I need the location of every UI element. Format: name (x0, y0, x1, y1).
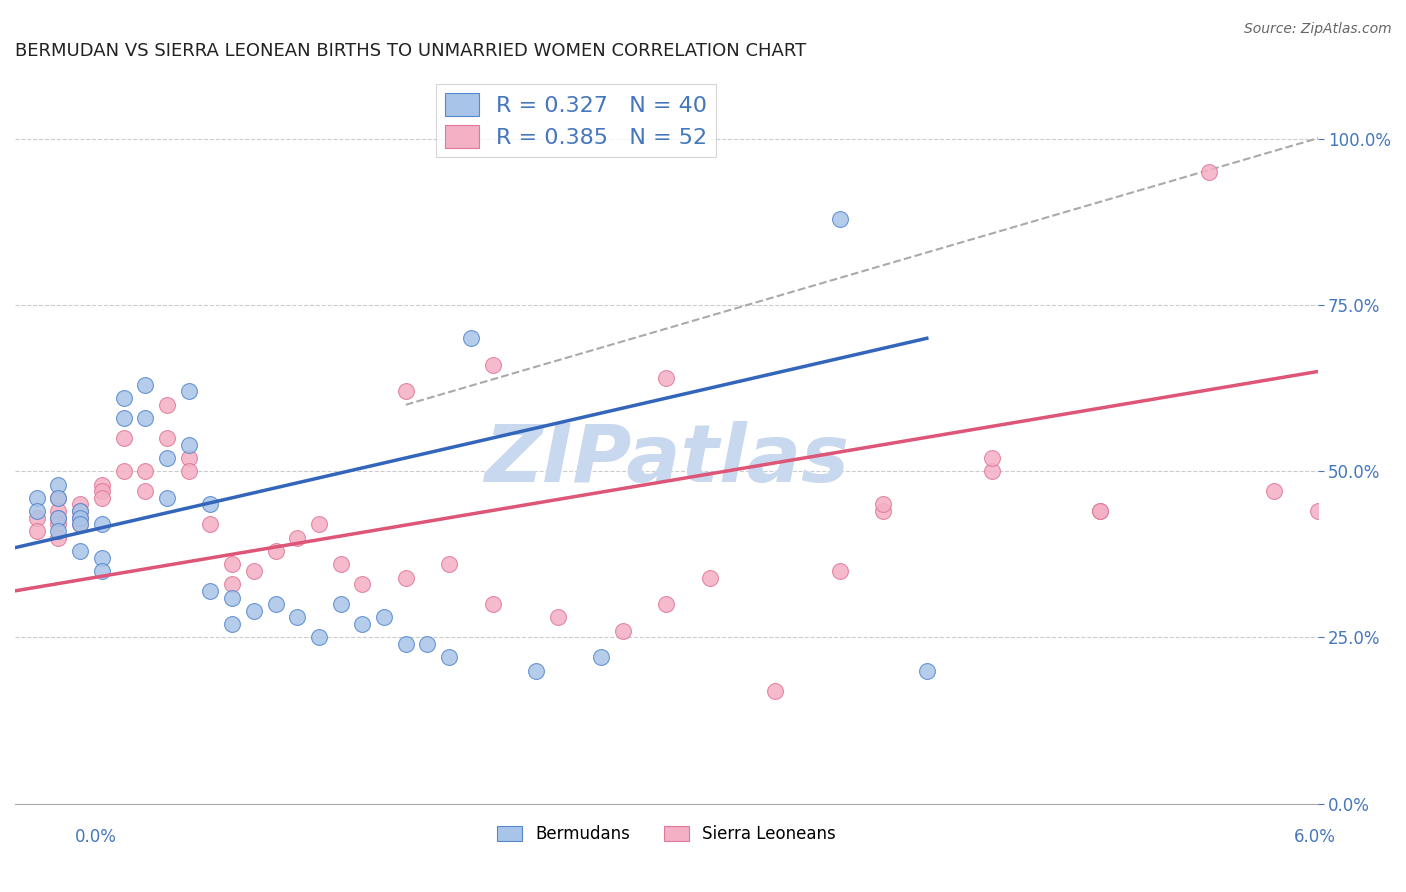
Point (200, 498, 222, 512)
Point (872, 498, 894, 512)
Point (112, 391, 135, 405)
Point (177, 450, 200, 465)
Point (655, 371, 678, 385)
Point (437, 650, 460, 665)
Point (90, 484, 112, 499)
Point (221, 591, 243, 605)
Point (329, 597, 352, 611)
Point (416, 637, 439, 651)
Point (69, 504, 91, 518)
Point (264, 597, 287, 611)
Point (48, 491, 70, 505)
Point (547, 610, 569, 624)
Point (285, 610, 308, 624)
Point (156, 450, 179, 465)
Legend: R = 0.327   N = 40, R = 0.385   N = 52: R = 0.327 N = 40, R = 0.385 N = 52 (436, 84, 717, 157)
Point (112, 411, 135, 425)
Point (177, 464, 200, 478)
Point (69, 517, 91, 532)
Point (177, 437, 200, 451)
Point (134, 464, 156, 478)
Point (69, 504, 91, 518)
Point (112, 431, 135, 445)
Point (69, 510, 91, 524)
Point (156, 491, 179, 505)
Point (90, 477, 112, 491)
Point (156, 431, 179, 445)
Point (134, 484, 156, 499)
Point (221, 617, 243, 632)
Point (69, 517, 91, 532)
Point (915, 664, 938, 678)
Point (1306, 504, 1329, 518)
Point (1090, 504, 1112, 518)
Text: BERMUDAN VS SIERRA LEONEAN BIRTHS TO UNMARRIED WOMEN CORRELATION CHART: BERMUDAN VS SIERRA LEONEAN BIRTHS TO UNM… (15, 42, 806, 60)
Text: 6.0%: 6.0% (1294, 828, 1336, 846)
Point (352, 617, 374, 632)
Point (48, 531, 70, 545)
Point (872, 504, 894, 518)
Point (828, 211, 851, 226)
Point (25, 510, 48, 524)
Point (460, 331, 482, 345)
Point (69, 510, 91, 524)
Point (177, 384, 200, 399)
Point (352, 577, 374, 591)
Point (699, 571, 721, 585)
Point (156, 398, 179, 412)
Point (90, 550, 112, 565)
Point (395, 637, 418, 651)
Point (25, 504, 48, 518)
Point (48, 491, 70, 505)
Point (134, 377, 156, 392)
Point (591, 650, 613, 665)
Point (264, 544, 287, 558)
Point (69, 544, 91, 558)
Point (90, 491, 112, 505)
Point (48, 510, 70, 524)
Point (243, 564, 266, 578)
Point (981, 464, 1004, 478)
Point (48, 517, 70, 532)
Point (221, 577, 243, 591)
Point (981, 450, 1004, 465)
Point (524, 664, 547, 678)
Point (308, 517, 330, 532)
Point (25, 524, 48, 538)
Point (329, 558, 352, 572)
Point (48, 524, 70, 538)
Point (437, 558, 460, 572)
Text: Source: ZipAtlas.com: Source: ZipAtlas.com (1244, 22, 1392, 37)
Point (48, 477, 70, 491)
Point (200, 517, 222, 532)
Point (48, 510, 70, 524)
Point (481, 597, 503, 611)
Point (90, 517, 112, 532)
Point (395, 571, 418, 585)
Point (1263, 484, 1285, 499)
Point (373, 610, 395, 624)
Point (481, 358, 503, 372)
Point (285, 531, 308, 545)
Point (221, 558, 243, 572)
Point (25, 491, 48, 505)
Point (48, 504, 70, 518)
Point (243, 604, 266, 618)
Point (612, 624, 634, 638)
Point (308, 631, 330, 645)
Point (1198, 165, 1220, 179)
Point (69, 498, 91, 512)
Point (1090, 504, 1112, 518)
Text: 0.0%: 0.0% (75, 828, 117, 846)
Point (763, 683, 786, 698)
Point (828, 564, 851, 578)
Text: ZIPatlas: ZIPatlas (484, 421, 849, 499)
Point (395, 384, 418, 399)
Point (134, 411, 156, 425)
Point (655, 597, 678, 611)
Point (90, 564, 112, 578)
Point (200, 583, 222, 598)
Point (112, 464, 135, 478)
